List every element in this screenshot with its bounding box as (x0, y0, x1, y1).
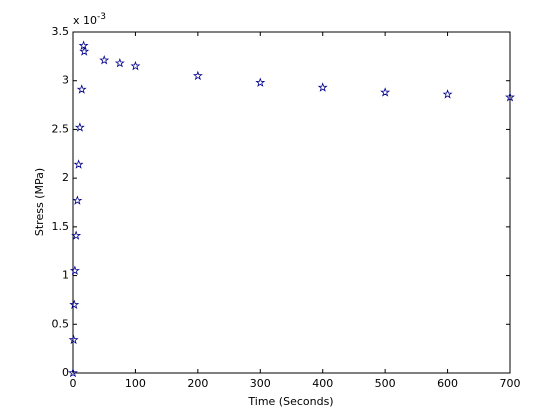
data-point (114, 57, 125, 68)
data-point (68, 367, 78, 378)
y-multiplier-base: x 10 (73, 14, 97, 27)
data-point (73, 159, 84, 169)
x-tick-label: 400 (312, 377, 333, 390)
x-tick-label: 300 (250, 377, 271, 390)
data-point (69, 265, 80, 275)
data-point (317, 82, 328, 92)
x-tick-label: 100 (125, 377, 146, 390)
y-multiplier: x 10-3 (73, 12, 106, 28)
axes-box (72, 31, 511, 374)
y-tick-label: 0.5 (52, 317, 70, 330)
y-tick-label: 1.5 (52, 220, 70, 233)
y-tick-label: 3.5 (52, 25, 70, 38)
data-point (505, 92, 515, 102)
y-tick-label: 1 (62, 269, 69, 282)
data-point (72, 195, 83, 205)
data-point (380, 87, 391, 97)
data-point (78, 40, 89, 50)
y-tick-label: 2.5 (52, 122, 70, 135)
x-tick-label: 500 (375, 377, 396, 390)
data-point (79, 46, 90, 56)
data-point (130, 60, 141, 71)
x-tick-label: 0 (70, 377, 77, 390)
data-point (255, 77, 266, 87)
data-point (442, 89, 453, 99)
y-tick-label: 0 (62, 366, 69, 379)
data-point (69, 299, 80, 310)
y-tick-label: 3 (62, 74, 69, 87)
y-axis-label: Stress (MPa) (33, 168, 46, 236)
x-tick-label: 200 (187, 377, 208, 390)
x-axis-label: Time (Seconds) (247, 395, 333, 408)
data-point (76, 84, 87, 94)
data-point (68, 334, 79, 345)
data-point (192, 70, 203, 81)
x-tick-label: 700 (500, 377, 521, 390)
data-point (74, 122, 85, 132)
y-multiplier-exponent: -3 (97, 12, 106, 22)
data-point (71, 230, 82, 240)
y-tick-label: 2 (62, 171, 69, 184)
x-tick-label: 600 (437, 377, 458, 390)
data-point (99, 55, 110, 65)
